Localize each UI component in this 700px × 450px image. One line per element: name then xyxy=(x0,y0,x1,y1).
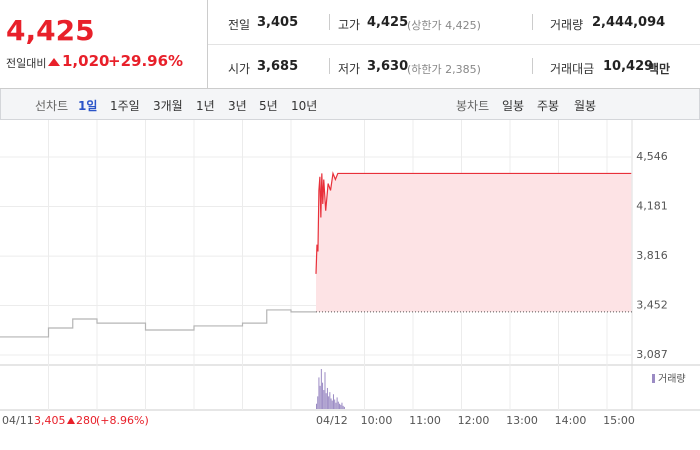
volume-bar xyxy=(324,372,326,409)
stat-label: 거래량 xyxy=(550,18,584,32)
prev-change: 280 xyxy=(76,414,97,427)
prev-close: 3,405 xyxy=(34,414,66,427)
volume-bar xyxy=(323,390,325,409)
volume-bar xyxy=(316,403,317,409)
tab-group-label: 선차트 xyxy=(35,99,69,113)
period-tab[interactable]: 1일 xyxy=(78,99,98,113)
candle-tab[interactable]: 월봉 xyxy=(574,99,597,113)
price-area xyxy=(316,173,632,312)
change-label: 전일대비 xyxy=(6,57,47,70)
row-divider xyxy=(208,44,700,45)
x-tick-label: 14:00 xyxy=(555,414,587,427)
period-tab[interactable]: 1주일 xyxy=(110,99,140,113)
stat-note: (상한가 4,425) xyxy=(407,19,481,32)
prev-rate: (+8.96%) xyxy=(96,414,149,427)
quote-panel: 4,425 전일대비 1,020 +29.96% 전일 3,405 고가 4,4… xyxy=(0,0,700,89)
volume-bar xyxy=(341,402,343,409)
volume-bar xyxy=(320,369,322,409)
y-tick-label: 3,816 xyxy=(636,249,668,262)
date-label: 04/11 xyxy=(2,414,34,427)
stat-label: 고가 xyxy=(338,18,361,32)
period-tab[interactable]: 10년 xyxy=(291,99,318,113)
stat-label: 전일 xyxy=(228,18,251,32)
prev-line xyxy=(0,309,316,338)
chart: 4,546 4,181 3,816 3,452 3,087 10:00 11:00 12:00… xyxy=(0,120,700,427)
stat-label: 거래대금 xyxy=(550,62,595,76)
volume-bar xyxy=(322,382,324,409)
volume-bar xyxy=(340,404,342,409)
volume-bar xyxy=(317,396,319,409)
stat-label: 저가 xyxy=(338,62,361,76)
volume-bar xyxy=(326,387,328,409)
x-tick-label: 11:00 xyxy=(409,414,441,427)
y-tick-label: 3,452 xyxy=(636,298,668,311)
x-tick-label: 15:00 xyxy=(603,414,635,427)
period-tab[interactable]: 3년 xyxy=(228,99,247,113)
stat-value: 3,630 xyxy=(367,59,409,74)
volume-bar xyxy=(339,403,341,409)
volume-bar xyxy=(318,377,320,409)
volume-bar xyxy=(330,398,332,409)
volume-bar xyxy=(329,392,331,409)
volume-bar xyxy=(332,394,334,409)
volume-legend-swatch xyxy=(652,374,655,383)
stat-value: 4,425 xyxy=(367,15,409,30)
tab-group-label: 봉차트 xyxy=(456,99,490,113)
stat-note: (하한가 2,385) xyxy=(407,63,481,76)
stat-label: 시가 xyxy=(228,62,251,76)
rate: +29.96% xyxy=(108,52,184,70)
stat-unit: 백만 xyxy=(648,62,671,76)
candle-tab[interactable]: 일봉 xyxy=(502,99,525,113)
up-arrow xyxy=(67,417,75,424)
volume-bar xyxy=(334,399,336,409)
date-label: 04/12 xyxy=(316,414,348,427)
volume-bar xyxy=(331,400,333,409)
period-tab[interactable]: 3개월 xyxy=(153,99,183,113)
tab-bar: 선차트 1일 1주일 3개월 1년 3년 5년 10년 봉차트 일봉 주봉 월봉 xyxy=(0,89,700,120)
volume-bar xyxy=(337,401,339,409)
price-box: 4,425 전일대비 1,020 +29.96% xyxy=(0,0,208,88)
volume-bar xyxy=(325,393,327,409)
volume-bar xyxy=(335,402,337,409)
x-tick-label: 10:00 xyxy=(361,414,393,427)
change-value: 1,020 xyxy=(62,52,110,70)
stat-value: 10,429 xyxy=(603,59,654,74)
y-tick-label: 4,181 xyxy=(636,200,668,213)
volume-bar xyxy=(342,405,344,409)
stat-value: 2,444,094 xyxy=(592,15,666,30)
volume-bar xyxy=(319,385,321,409)
volume-bar xyxy=(328,396,330,409)
stat-value: 3,685 xyxy=(257,59,299,74)
stat-value: 3,405 xyxy=(257,15,299,30)
x-tick-label: 12:00 xyxy=(458,414,490,427)
x-tick-label: 13:00 xyxy=(506,414,538,427)
period-tab[interactable]: 1년 xyxy=(196,99,215,113)
price-line xyxy=(315,171,632,274)
volume-label: 거래량 xyxy=(658,373,686,385)
candle-tab[interactable]: 주봉 xyxy=(537,99,560,113)
volume-bar xyxy=(343,406,345,409)
y-tick-label: 3,087 xyxy=(636,348,668,361)
period-tab[interactable]: 5년 xyxy=(259,99,278,113)
change: 1,020 xyxy=(48,52,109,70)
y-tick-label: 4,546 xyxy=(636,150,668,163)
price: 4,425 xyxy=(6,14,95,47)
volume-bar xyxy=(336,397,338,409)
